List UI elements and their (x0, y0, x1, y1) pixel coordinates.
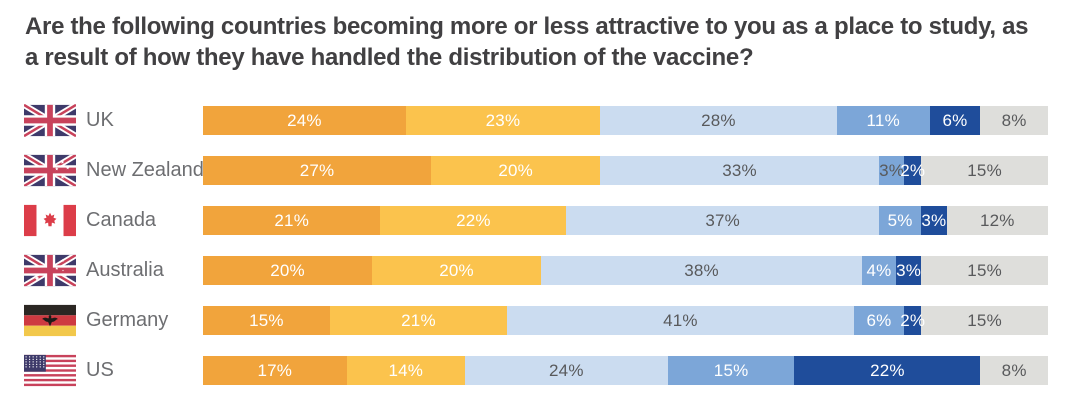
segment-value-label: 37% (705, 210, 740, 230)
country-label: New Zealand (86, 159, 203, 181)
bar-segment-dark-blue: 3% (921, 206, 947, 235)
bar-segment-light-blue: 37% (566, 206, 879, 235)
stacked-bar: 24% 23% 28% 11% 6% 8% (203, 106, 1048, 135)
bar-segment-light-blue: 28% (600, 106, 837, 135)
bar-segment-gray: 8% (980, 106, 1048, 135)
segment-value-label: 27% (299, 160, 335, 180)
segment-value-label: 21% (401, 310, 436, 330)
segment-value-label: 2% (900, 310, 926, 330)
segment-value-label: 22% (870, 360, 905, 380)
segment-value-label: 21% (274, 210, 310, 230)
chart-row: Australia 20% 20% 38% 4% 3% 15% (0, 254, 1080, 287)
segment-value-label: 20% (498, 160, 533, 180)
country-label: UK (86, 109, 114, 131)
chart-row: Canada 21% 22% 37% 5% 3% 12% (0, 204, 1080, 237)
segment-value-label: 2% (900, 160, 926, 180)
bar-segment-mid-blue: 11% (836, 106, 930, 135)
segment-value-label: 17% (257, 360, 293, 380)
segment-value-label: 12% (979, 210, 1015, 230)
bar-segment-light-blue: 33% (600, 156, 879, 185)
segment-value-label: 41% (663, 310, 698, 330)
segment-value-label: 14% (388, 360, 424, 380)
uk-flag-icon (24, 104, 76, 137)
bar-segment-gray: 15% (921, 156, 1048, 185)
bar-segment-yellow: 20% (372, 256, 541, 285)
stacked-bar: 21% 22% 37% 5% 3% 12% (203, 206, 1048, 235)
segment-value-label: 22% (456, 210, 491, 230)
stacked-bar: 20% 20% 38% 4% 3% 15% (203, 256, 1048, 285)
segment-value-label: 6% (866, 310, 892, 330)
segment-value-label: 11% (866, 110, 900, 130)
bar-segment-yellow: 21% (329, 306, 508, 335)
segment-value-label: 8% (1001, 360, 1027, 380)
bar-segment-orange: 27% (203, 156, 432, 185)
chart-row: New Zealand 27% 20% 33% 3% 2% 15% (0, 154, 1080, 187)
segment-value-label: 3% (921, 210, 947, 230)
stacked-bar: 15% 21% 41% 6% 2% 15% (203, 306, 1048, 335)
bar-segment-mid-blue: 3% (878, 156, 905, 185)
segment-value-label: 3% (896, 260, 922, 280)
segment-value-label: 15% (967, 160, 1002, 180)
stacked-bar: 17% 14% 24% 15% 22% 8% (203, 356, 1048, 385)
bar-segment-orange: 21% (203, 206, 381, 235)
bar-segment-orange: 24% (203, 106, 406, 135)
bar-segment-orange: 20% (203, 256, 372, 285)
bar-segment-yellow: 23% (405, 106, 601, 135)
bar-segment-dark-blue: 3% (895, 256, 922, 285)
segment-value-label: 24% (549, 360, 584, 380)
country-label: US (86, 359, 114, 381)
stacked-bar: 27% 20% 33% 3% 2% 15% (203, 156, 1048, 185)
segment-value-label: 24% (287, 110, 322, 130)
segment-value-label: 33% (722, 160, 757, 180)
bar-segment-yellow: 20% (431, 156, 601, 185)
segment-value-label: 28% (701, 110, 736, 130)
bar-segment-yellow: 22% (380, 206, 567, 235)
segment-value-label: 15% (967, 260, 1002, 280)
bar-segment-dark-blue: 6% (929, 106, 981, 135)
bar-segment-light-blue: 41% (507, 306, 854, 335)
segment-value-label: 4% (866, 260, 892, 280)
bar-segment-gray: 8% (980, 356, 1048, 385)
bar-segment-mid-blue: 5% (878, 206, 922, 235)
bar-segment-mid-blue: 4% (862, 256, 896, 285)
segment-value-label: 15% (249, 310, 284, 330)
bar-segment-light-blue: 38% (541, 256, 863, 285)
bar-segment-mid-blue: 15% (667, 356, 795, 385)
segment-value-label: 3% (879, 160, 905, 180)
new-zealand-flag-icon (24, 154, 76, 187)
country-label: Germany (86, 309, 169, 331)
segment-value-label: 20% (270, 260, 305, 280)
segment-value-label: 23% (485, 110, 521, 130)
segment-value-label: 15% (713, 360, 749, 380)
segment-value-label: 6% (942, 110, 968, 130)
germany-flag-icon (24, 304, 76, 337)
bar-segment-mid-blue: 6% (853, 306, 905, 335)
bar-segment-dark-blue: 2% (900, 156, 925, 185)
australia-flag-icon (24, 254, 76, 287)
bar-segment-gray: 12% (946, 206, 1048, 235)
segment-value-label: 5% (887, 210, 913, 230)
bar-segment-light-blue: 24% (464, 356, 668, 385)
bar-segment-gray: 15% (921, 256, 1048, 285)
chart-row: UK 24% 23% 28% 11% 6% 8% (0, 104, 1080, 137)
us-flag-icon (24, 354, 76, 387)
chart-row: Germany 15% 21% 41% 6% 2% 15% (0, 304, 1080, 337)
canada-flag-icon (24, 204, 76, 237)
segment-value-label: 38% (684, 260, 719, 280)
bar-segment-orange: 15% (203, 306, 330, 335)
country-label: Australia (86, 259, 164, 281)
page-title: Are the following countries becoming mor… (25, 13, 1029, 71)
country-label: Canada (86, 209, 157, 231)
segment-value-label: 15% (967, 310, 1002, 330)
bar-segment-orange: 17% (203, 356, 347, 385)
bar-segment-dark-blue: 2% (900, 306, 925, 335)
stacked-bar-chart: UK 24% 23% 28% 11% 6% 8% New Zealand 27% 20% 33% 3… (0, 104, 1080, 404)
bar-segment-yellow: 14% (346, 356, 465, 385)
bar-segment-dark-blue: 22% (794, 356, 981, 385)
segment-value-label: 8% (1001, 110, 1027, 130)
chart-row: US 17% 14% 24% 15% 22% 8% (0, 354, 1080, 387)
bar-segment-gray: 15% (921, 306, 1048, 335)
segment-value-label: 20% (439, 260, 474, 280)
